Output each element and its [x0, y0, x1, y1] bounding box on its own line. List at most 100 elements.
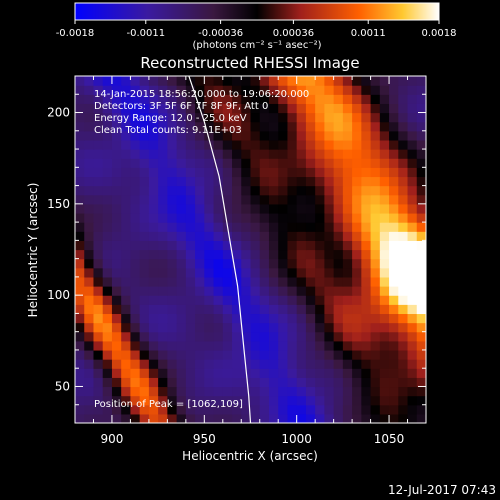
heatmap-cell: [167, 85, 178, 95]
heatmap-cell: [398, 340, 409, 351]
heatmap-cell: [176, 286, 187, 296]
heatmap-cell: [315, 185, 325, 196]
heatmap-cell: [241, 139, 252, 150]
heatmap-cell: [121, 231, 132, 241]
heatmap-cell: [185, 167, 196, 178]
heatmap-cell: [379, 194, 390, 205]
heatmap-cell: [370, 176, 381, 187]
heatmap-cell: [130, 85, 141, 95]
heatmap-cell: [185, 313, 196, 324]
heatmap-cell: [361, 194, 372, 205]
heatmap-cell: [93, 340, 104, 351]
heatmap-cell: [232, 103, 242, 114]
heatmap-cell: [148, 413, 159, 423]
heatmap-cell: [121, 322, 132, 333]
heatmap-cell: [195, 203, 205, 214]
heatmap-cell: [342, 404, 353, 415]
heatmap-cell: [287, 249, 298, 260]
heatmap-cell: [148, 176, 159, 187]
heatmap-cell: [287, 359, 298, 369]
x-axis-label: Heliocentric X (arcsec): [182, 449, 318, 463]
heatmap-cell: [93, 167, 104, 178]
heatmap-cell: [333, 240, 344, 251]
heatmap-cell: [75, 158, 85, 168]
heatmap-cell: [398, 240, 409, 251]
heatmap-cell: [333, 194, 344, 205]
heatmap-cell: [111, 359, 122, 369]
heatmap-cell: [305, 194, 316, 205]
heatmap-cell: [389, 404, 399, 415]
heatmap-cell: [84, 276, 95, 287]
heatmap-cell: [130, 103, 141, 114]
heatmap-cell: [389, 112, 399, 123]
heatmap-cell: [407, 240, 418, 251]
heatmap-cell: [379, 368, 390, 378]
heatmap-cell: [167, 413, 178, 423]
heatmap-cell: [250, 359, 261, 369]
heatmap-cell: [84, 249, 95, 260]
heatmap-cell: [195, 386, 205, 397]
heatmap-cell: [379, 313, 390, 324]
heatmap-cell: [370, 313, 381, 324]
heatmap-cell: [278, 340, 289, 351]
heatmap-cell: [250, 276, 261, 287]
heatmap-cell: [84, 231, 95, 241]
heatmap-cell: [250, 404, 261, 415]
heatmap-cell: [93, 322, 104, 333]
heatmap-cell: [361, 368, 372, 378]
heatmap-cell: [148, 322, 159, 333]
heatmap-cell: [287, 413, 298, 423]
heatmap-cell: [185, 322, 196, 333]
heatmap-cell: [370, 322, 381, 333]
heatmap-cell: [324, 377, 335, 388]
heatmap-cell: [222, 212, 233, 223]
heatmap-cell: [407, 295, 418, 305]
heatmap-cell: [305, 158, 316, 168]
heatmap-cell: [204, 167, 215, 178]
heatmap-cell: [370, 368, 381, 378]
heatmap-cell: [259, 368, 270, 378]
heatmap-cell: [268, 94, 279, 104]
heatmap-cell: [167, 167, 178, 178]
heatmap-cell: [204, 158, 215, 168]
heatmap-cell: [241, 212, 252, 223]
heatmap-cell: [232, 413, 242, 423]
heatmap-cell: [213, 340, 224, 351]
heatmap-cell: [111, 212, 122, 223]
heatmap-cell: [232, 258, 242, 269]
heatmap-cell: [148, 130, 159, 141]
heatmap-cell: [379, 130, 390, 141]
heatmap-cell: [121, 386, 132, 397]
heatmap-cell: [84, 322, 95, 333]
heatmap-cell: [93, 212, 104, 223]
chart-title: Reconstructed RHESSI Image: [140, 54, 359, 72]
heatmap-cell: [370, 149, 381, 159]
annotation-peak-position: Position of Peak = [1062,109]: [94, 399, 243, 410]
heatmap-cell: [250, 185, 261, 196]
heatmap-cell: [167, 194, 178, 205]
heatmap-cell: [315, 76, 325, 86]
heatmap-cell: [121, 304, 132, 315]
heatmap-cell: [389, 185, 399, 196]
heatmap-cell: [167, 377, 178, 388]
heatmap-cell: [305, 222, 316, 232]
heatmap-cell: [324, 194, 335, 205]
heatmap-cell: [93, 176, 104, 187]
heatmap-cell: [158, 340, 168, 351]
heatmap-cell: [75, 112, 85, 123]
heatmap-cell: [148, 368, 159, 378]
heatmap-cell: [315, 249, 325, 260]
heatmap-cell: [222, 176, 233, 187]
heatmap-cell: [102, 359, 113, 369]
heatmap-cell: [379, 85, 390, 95]
heatmap-cell: [407, 413, 418, 423]
heatmap-cell: [259, 413, 270, 423]
heatmap-cell: [75, 286, 85, 296]
heatmap-cell: [296, 386, 307, 397]
heatmap-cell: [102, 76, 113, 86]
heatmap-cell: [185, 203, 196, 214]
heatmap-cell: [259, 176, 270, 187]
heatmap-cell: [352, 158, 362, 168]
heatmap-cell: [176, 249, 187, 260]
heatmap-cell: [352, 413, 362, 423]
